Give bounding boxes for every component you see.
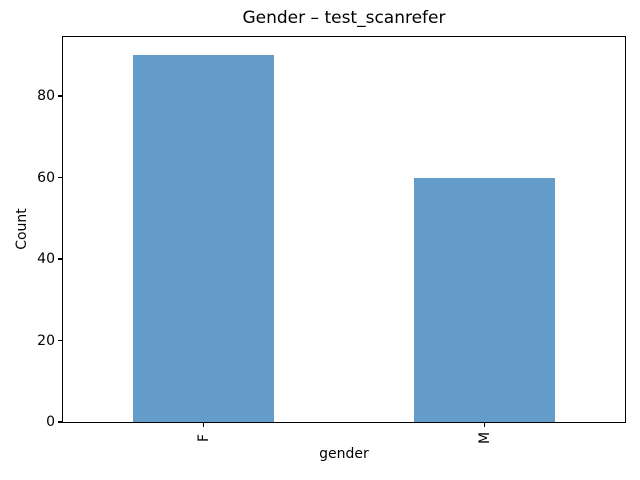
y-tick-label-80: 80 (37, 88, 55, 105)
y-tick-label-60: 60 (37, 169, 55, 186)
y-tick-mark (58, 421, 62, 423)
bar-m (414, 177, 555, 422)
y-tick-label-20: 20 (37, 332, 55, 349)
x-tick-mark (202, 423, 205, 427)
y-tick-label-40: 40 (37, 251, 55, 268)
chart-title: Gender – test_scanrefer (242, 8, 446, 28)
y-tick-mark (58, 258, 62, 260)
y-tick-mark (58, 339, 62, 342)
y-tick-label-0: 0 (46, 414, 55, 430)
x-tick-label-m: M (476, 431, 493, 445)
x-tick-mark (483, 423, 486, 427)
plot-area: F M 0 20 40 60 80 (37, 36, 626, 444)
x-tick-label-f: F (195, 433, 212, 443)
x-axis-label: gender (319, 446, 369, 462)
y-tick-mark (58, 176, 62, 179)
y-axis-label: Count (14, 208, 30, 250)
bar-f (133, 55, 274, 422)
y-tick-mark (58, 95, 62, 97)
